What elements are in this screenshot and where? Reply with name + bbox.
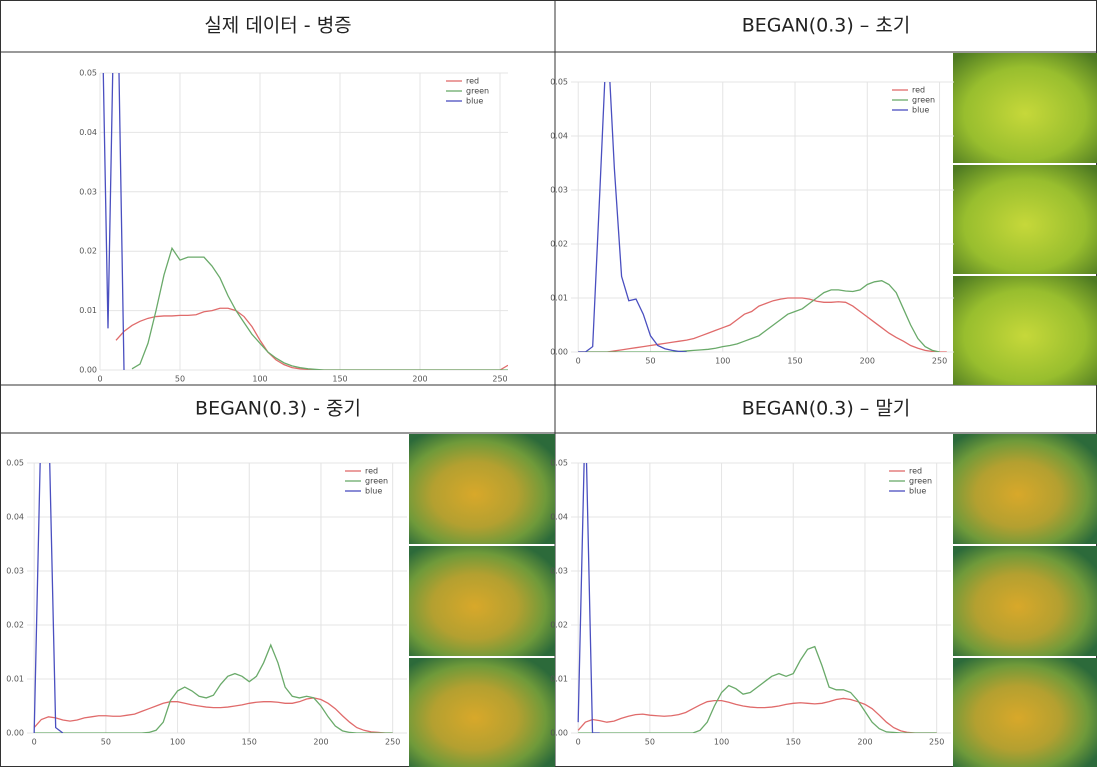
- panel-title: BEGAN(0.3) – 말기: [742, 398, 911, 420]
- y-tick-label: 0.01: [550, 675, 568, 684]
- y-tick-label: 0.00: [6, 729, 24, 738]
- legend-label: red: [365, 467, 378, 476]
- thumbnail: [953, 165, 1097, 274]
- legend-label: blue: [365, 487, 382, 496]
- x-tick-label: 0: [576, 357, 581, 366]
- x-tick-label: 200: [860, 357, 875, 366]
- y-tick-label: 0.04: [550, 132, 568, 141]
- x-tick-label: 100: [714, 738, 729, 747]
- legend-label: red: [466, 77, 479, 86]
- y-tick-label: 0.05: [550, 459, 568, 468]
- legend-label: blue: [912, 106, 929, 115]
- chart: 실제 데이터 - 병증 0.00 0.01 0.02 0.03 0.04 0.05 0 50 10…: [79, 0, 508, 384]
- chart: BEGAN(0.3) – 초기 0.00 0.01 0.02 0.03 0.04 0.05 0…: [550, 15, 954, 366]
- series-line: [132, 248, 508, 370]
- screenshot: 실제 데이터 - 병증 0.00 0.01 0.02 0.03 0.04 0.05 0 50 10…: [0, 0, 1097, 767]
- y-tick-label: 0.02: [550, 621, 568, 630]
- x-tick-label: 100: [170, 738, 185, 747]
- x-tick-label: 250: [932, 357, 947, 366]
- y-tick-label: 0.03: [550, 567, 568, 576]
- thumbnail: [953, 546, 1097, 656]
- x-tick-label: 250: [492, 375, 507, 384]
- x-tick-label: 200: [412, 375, 427, 384]
- y-tick-label: 0.05: [6, 459, 24, 468]
- legend-label: red: [909, 467, 922, 476]
- panel-title: BEGAN(0.3) – 초기: [742, 15, 911, 37]
- thumbnail: [953, 434, 1097, 544]
- legend-label: blue: [466, 97, 483, 106]
- y-tick-label: 0.01: [550, 294, 568, 303]
- y-tick-label: 0.02: [550, 240, 568, 249]
- y-tick-label: 0.01: [6, 675, 24, 684]
- x-tick-label: 150: [332, 375, 347, 384]
- thumbnail: [409, 546, 555, 656]
- thumbnail: [409, 434, 555, 544]
- x-tick-label: 50: [645, 357, 655, 366]
- x-tick-label: 250: [385, 738, 400, 747]
- y-tick-label: 0.04: [6, 513, 24, 522]
- legend-label: green: [909, 477, 932, 486]
- x-tick-label: 0: [32, 738, 37, 747]
- legend-label: blue: [909, 487, 926, 496]
- y-tick-label: 0.02: [79, 247, 97, 256]
- x-tick-label: 100: [252, 375, 267, 384]
- legend-label: green: [466, 87, 489, 96]
- thumbnail: [953, 658, 1097, 767]
- x-tick-label: 0: [97, 375, 102, 384]
- chart: BEGAN(0.3) – 말기 0.00 0.01 0.02 0.03 0.04 0.05 0…: [550, 398, 951, 747]
- y-tick-label: 0.00: [550, 729, 568, 738]
- y-tick-label: 0.00: [79, 366, 97, 375]
- thumbnail: [953, 276, 1097, 385]
- y-tick-label: 0.03: [550, 186, 568, 195]
- y-tick-label: 0.04: [79, 128, 97, 137]
- series-line: [34, 645, 392, 733]
- x-tick-label: 0: [576, 738, 581, 747]
- panel-title: BEGAN(0.3) - 중기: [195, 398, 361, 420]
- series-line: [578, 281, 939, 352]
- legend-label: red: [912, 86, 925, 95]
- y-tick-label: 0.01: [79, 306, 97, 315]
- thumbnail: [409, 658, 555, 767]
- x-tick-label: 200: [857, 738, 872, 747]
- y-tick-label: 0.02: [6, 621, 24, 630]
- x-tick-label: 50: [645, 738, 655, 747]
- x-tick-label: 200: [313, 738, 328, 747]
- panel-title: 실제 데이터 - 병증: [204, 15, 351, 37]
- y-tick-label: 0.05: [550, 78, 568, 87]
- y-tick-label: 0.04: [550, 513, 568, 522]
- x-tick-label: 50: [175, 375, 185, 384]
- series-line: [578, 298, 947, 352]
- y-tick-label: 0.03: [79, 187, 97, 196]
- thumbnail: [953, 53, 1097, 163]
- series-line: [578, 698, 936, 733]
- series-line: [100, 0, 124, 370]
- x-tick-label: 150: [242, 738, 257, 747]
- series-line: [578, 647, 936, 733]
- legend-label: green: [365, 477, 388, 486]
- y-tick-label: 0.03: [6, 567, 24, 576]
- series-line: [116, 308, 508, 370]
- x-tick-label: 250: [929, 738, 944, 747]
- x-tick-label: 50: [101, 738, 111, 747]
- y-tick-label: 0.00: [550, 348, 568, 357]
- x-tick-label: 100: [715, 357, 730, 366]
- y-tick-label: 0.05: [79, 69, 97, 78]
- x-tick-label: 150: [786, 738, 801, 747]
- x-tick-label: 150: [787, 357, 802, 366]
- legend-label: green: [912, 96, 935, 105]
- chart: BEGAN(0.3) - 중기 0.00 0.01 0.02 0.03 0.04 0.05 0…: [6, 398, 407, 747]
